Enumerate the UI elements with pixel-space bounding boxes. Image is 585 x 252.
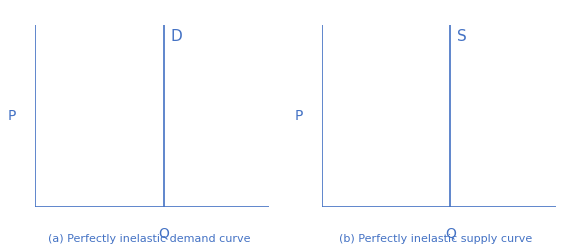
Text: D: D — [171, 29, 183, 44]
Text: P: P — [8, 109, 16, 123]
Text: Q: Q — [159, 227, 169, 241]
Text: Q: Q — [445, 227, 456, 241]
Text: (a) Perfectly inelastic demand curve: (a) Perfectly inelastic demand curve — [48, 234, 250, 244]
Text: P: P — [294, 109, 302, 123]
Text: S: S — [457, 29, 467, 44]
Text: (b) Perfectly inelastic supply curve: (b) Perfectly inelastic supply curve — [339, 234, 532, 244]
